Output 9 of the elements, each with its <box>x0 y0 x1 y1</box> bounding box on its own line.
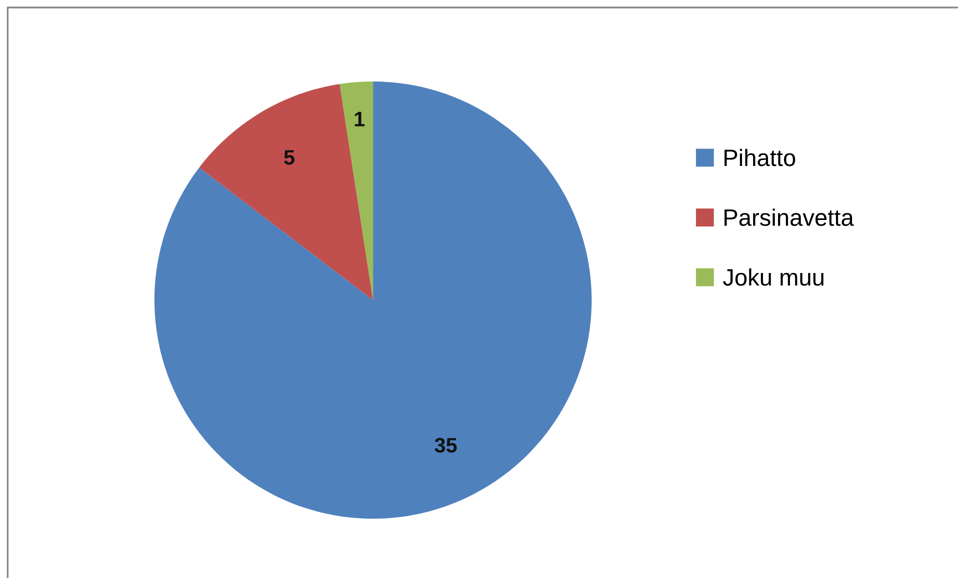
pie-slice <box>199 84 374 300</box>
data-label: 35 <box>434 438 457 453</box>
data-label: 1 <box>354 112 365 126</box>
legend-label: Joku muu <box>722 268 824 286</box>
data-label: 5 <box>284 150 294 165</box>
legend-label: Pihatto <box>724 148 796 166</box>
pie-slice <box>154 81 592 519</box>
pie-slice <box>340 81 374 300</box>
legend-label: Parsinavetta <box>724 208 854 226</box>
